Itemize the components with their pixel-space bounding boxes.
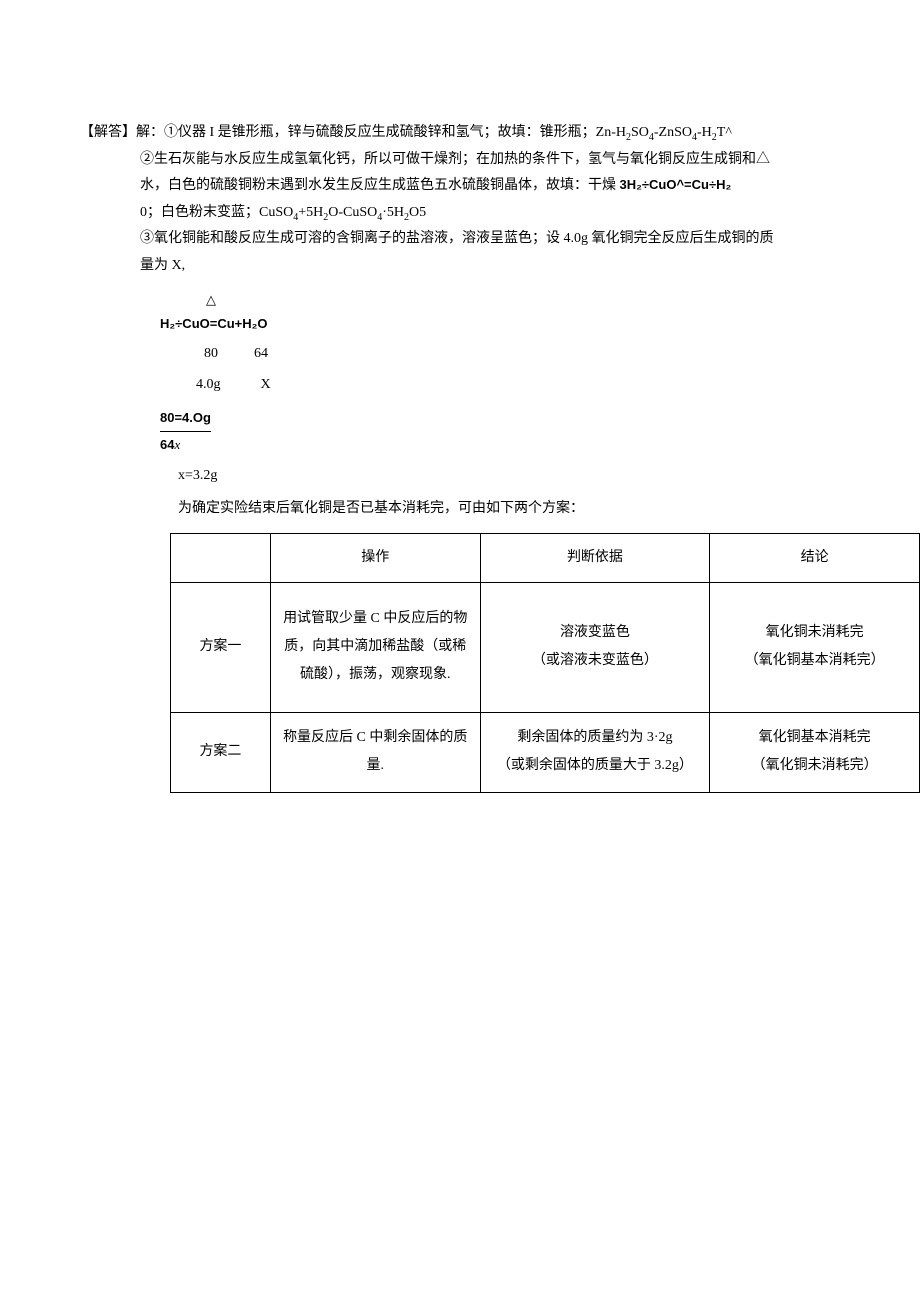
r2-judge: 剩余固体的质量约为 3·2g （或剩余固体的质量大于 3.2g） [480, 712, 710, 792]
th-judge: 判断依据 [480, 533, 710, 582]
eq-row1: 80 64 [160, 341, 840, 368]
confirm-text: 为确定实险结束后氧化铜是否已基本消耗完，可由如下两个方案： [80, 496, 840, 523]
fraction: 80=4.Og 64x [80, 406, 840, 457]
th-op: 操作 [270, 533, 480, 582]
para4a: ③氧化铜能和酸反应生成可溶的含铜离子的盐溶液，溶液呈蓝色；设 4.0g 氧化铜完… [80, 226, 840, 253]
th-result: 结论 [710, 533, 920, 582]
r1-result: 氧化铜未消耗完 （氧化铜基本消耗完） [710, 582, 920, 712]
answer-header: 【解答】 解：①仪器 I 是锥形瓶，锌与硫酸反应生成硫酸锌和氢气；故填：锥形瓶；… [80, 120, 840, 147]
para4b: 量为 X, [80, 253, 840, 280]
equation-block: △ H₂÷CuO=Cu+H₂O 80 64 4.0g X [80, 288, 840, 399]
line1: 解：①仪器 I 是锥形瓶，锌与硫酸反应生成硫酸锌和氢气；故填：锥形瓶；Zn-H2… [136, 120, 840, 147]
eq-formula: H₂÷CuO=Cu+H₂O [160, 312, 840, 337]
r1-judge: 溶液变蓝色 （或溶液未变蓝色） [480, 582, 710, 712]
para2a: ②生石灰能与水反应生成氢氧化钙，所以可做干燥剂；在加热的条件下，氢气与氧化铜反应… [80, 147, 840, 174]
methods-table: 操作 判断依据 结论 方案一 用试管取少量 C 中反应后的物质，向其中滴加稀盐酸… [170, 533, 920, 793]
r2-result: 氧化铜基本消耗完 （氧化铜未消耗完） [710, 712, 920, 792]
eq-row2: 4.0g X [160, 372, 840, 399]
r1-label: 方案一 [171, 582, 271, 712]
answer-label: 【解答】 [80, 120, 136, 147]
frac-bot: 64x [160, 433, 840, 458]
para3: 0；白色粉末变蓝；CuSO4+5H2O-CuSO4·5H2O5 [80, 200, 840, 227]
frac-top: 80=4.Og [160, 406, 211, 432]
r2-label: 方案二 [171, 712, 271, 792]
result: x=3.2g [80, 463, 840, 490]
th-blank [171, 533, 271, 582]
eq-triangle: △ [160, 288, 840, 313]
r1-op: 用试管取少量 C 中反应后的物质，向其中滴加稀盐酸（或稀硫酸），振荡，观察现象. [270, 582, 480, 712]
para2b: 水，白色的硫酸铜粉末遇到水发生反应生成蓝色五水硫酸铜晶体，故填：干燥 3H₂÷C… [80, 173, 840, 200]
r2-op: 称量反应后 C 中剩余固体的质量. [270, 712, 480, 792]
